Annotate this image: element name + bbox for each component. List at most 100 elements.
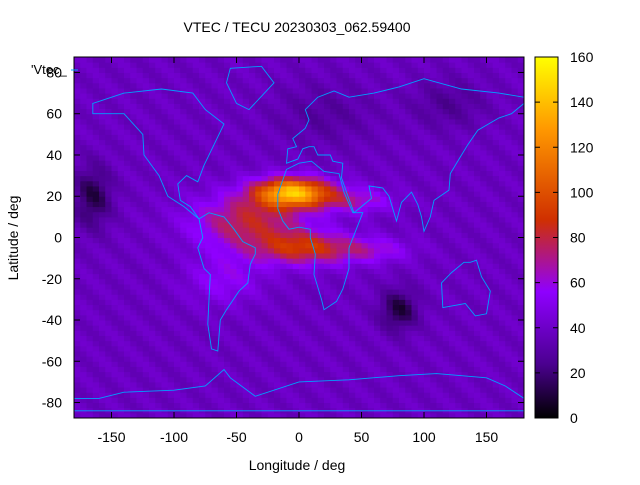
- heatmap-cell: [286, 139, 294, 146]
- heatmap-cell: [436, 335, 444, 342]
- heatmap-cell: [305, 129, 312, 135]
- heatmap-cell: [105, 392, 112, 398]
- heatmap-cell: [330, 113, 337, 120]
- heatmap-cell: [267, 345, 275, 352]
- heatmap-cell: [167, 366, 175, 373]
- heatmap-cell: [449, 77, 456, 84]
- heatmap-cell: [236, 108, 244, 115]
- heatmap-cell: [405, 304, 412, 311]
- heatmap-cell: [317, 72, 325, 79]
- heatmap-cell: [286, 149, 294, 156]
- heatmap-cell: [186, 82, 194, 89]
- heatmap-cell: [292, 361, 300, 367]
- heatmap-cell: [486, 252, 494, 259]
- heatmap-cell: [130, 206, 137, 213]
- heatmap-cell: [430, 278, 437, 285]
- heatmap-cell: [392, 206, 400, 213]
- heatmap-cell: [424, 320, 431, 326]
- heatmap-cell: [130, 330, 137, 336]
- heatmap-cell: [230, 185, 237, 192]
- heatmap-cell: [230, 57, 237, 63]
- heatmap-cell: [174, 82, 181, 89]
- heatmap-cell: [174, 154, 181, 161]
- heatmap-cell: [467, 227, 475, 233]
- heatmap-cell: [430, 325, 437, 331]
- heatmap-cell: [342, 242, 350, 249]
- heatmap-cell: [105, 289, 112, 295]
- heatmap-cell: [386, 139, 394, 146]
- heatmap-cell: [180, 170, 187, 177]
- heatmap-cell: [317, 335, 325, 342]
- heatmap-cell: [392, 180, 400, 187]
- heatmap-cell: [174, 211, 181, 218]
- heatmap-cell: [280, 330, 287, 336]
- heatmap-cell: [99, 144, 106, 151]
- heatmap-cell: [192, 134, 200, 141]
- heatmap-cell: [499, 227, 506, 233]
- heatmap-cell: [361, 232, 369, 238]
- heatmap-cell: [155, 273, 162, 280]
- heatmap-cell: [180, 273, 187, 280]
- heatmap-cell: [305, 252, 312, 259]
- heatmap-cell: [174, 381, 181, 388]
- heatmap-cell: [224, 283, 231, 290]
- heatmap-cell: [167, 129, 175, 135]
- heatmap-cell: [86, 325, 94, 331]
- heatmap-cell: [467, 289, 475, 295]
- heatmap-cell: [430, 118, 437, 125]
- heatmap-cell: [186, 170, 194, 177]
- heatmap-cell: [486, 87, 494, 94]
- heatmap-cell: [511, 82, 519, 89]
- heatmap-cell: [92, 371, 100, 378]
- heatmap-cell: [311, 82, 319, 89]
- heatmap-cell: [136, 304, 144, 311]
- heatmap-cell: [374, 289, 381, 295]
- heatmap-cell: [86, 160, 94, 166]
- heatmap-cell: [130, 283, 137, 290]
- heatmap-cell: [505, 185, 512, 192]
- heatmap-cell: [367, 201, 375, 208]
- heatmap-cell: [280, 191, 287, 197]
- heatmap-cell: [155, 232, 162, 238]
- heatmap-cell: [461, 340, 469, 347]
- heatmap-cell: [374, 170, 381, 177]
- heatmap-cell: [217, 371, 225, 378]
- heatmap-cell: [367, 283, 375, 290]
- heatmap-cell: [411, 191, 419, 197]
- heatmap-cell: [492, 118, 500, 125]
- heatmap-cell: [405, 289, 412, 295]
- heatmap-cell: [86, 412, 94, 419]
- heatmap-cell: [161, 247, 169, 254]
- heatmap-cell: [342, 170, 350, 177]
- heatmap-cell: [186, 165, 194, 171]
- heatmap-cell: [167, 62, 175, 68]
- heatmap-cell: [236, 325, 244, 331]
- heatmap-cell: [211, 108, 219, 115]
- heatmap-cell: [355, 381, 362, 388]
- heatmap-cell: [305, 144, 312, 151]
- heatmap-cell: [180, 227, 187, 233]
- heatmap-cell: [261, 108, 269, 115]
- heatmap-cell: [486, 72, 494, 79]
- heatmap-cell: [217, 299, 225, 306]
- heatmap-cell: [267, 206, 275, 213]
- heatmap-cell: [330, 98, 337, 104]
- heatmap-cell: [517, 381, 525, 388]
- heatmap-cell: [149, 216, 156, 223]
- heatmap-cell: [136, 340, 144, 347]
- heatmap-cell: [167, 160, 175, 166]
- heatmap-cell: [174, 113, 181, 120]
- heatmap-cell: [255, 397, 262, 404]
- heatmap-cell: [111, 108, 119, 115]
- heatmap-cell: [217, 185, 225, 192]
- heatmap-cell: [442, 294, 450, 300]
- heatmap-cell: [242, 129, 250, 135]
- heatmap-cell: [374, 134, 381, 141]
- heatmap-cell: [405, 361, 412, 367]
- heatmap-cell: [380, 299, 387, 306]
- heatmap-cell: [392, 196, 400, 202]
- heatmap-cell: [124, 129, 131, 135]
- heatmap-cell: [424, 82, 431, 89]
- heatmap-cell: [174, 206, 181, 213]
- heatmap-cell: [142, 392, 150, 398]
